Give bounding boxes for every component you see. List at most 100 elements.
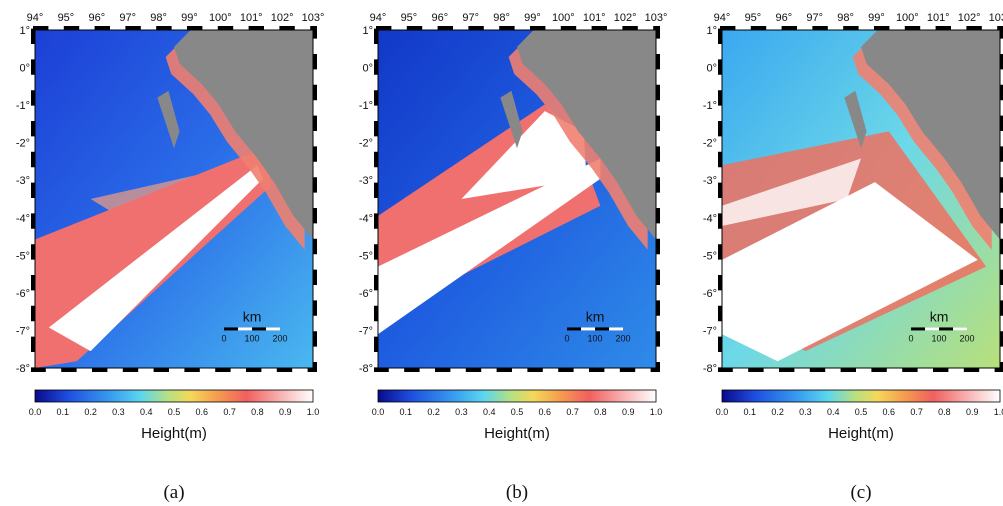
- colorbar-label: Height(m): [141, 425, 207, 442]
- island: [157, 90, 180, 149]
- lat-tick-label: -6°: [703, 288, 717, 300]
- colorbar-tick-label: 0.2: [427, 407, 440, 417]
- land: [174, 30, 313, 240]
- scale-tick-label: 200: [616, 333, 631, 343]
- island: [500, 90, 523, 149]
- island: [844, 90, 867, 149]
- lat-tick-label: -7°: [359, 325, 373, 337]
- lat-tick-label: -8°: [16, 363, 30, 375]
- colorbar: [34, 389, 314, 403]
- colorbar-tick-label: 0.6: [196, 407, 209, 417]
- lon-tick-label: 96°: [431, 12, 448, 24]
- scale-tick-label: 100: [245, 333, 260, 343]
- lon-tick-label: 103°: [645, 12, 668, 24]
- colorbar-tick-label: 0.0: [716, 407, 729, 417]
- colorbar-tick-label: 0.8: [594, 407, 607, 417]
- colorbar-tick-label: 0.9: [622, 407, 635, 417]
- lat-tick-label: -3°: [359, 175, 373, 187]
- lon-tick-label: 97°: [806, 12, 823, 24]
- lat-tick-label: -3°: [16, 175, 30, 187]
- lat-tick-label: 1°: [19, 25, 30, 37]
- wave-band: [722, 158, 861, 227]
- lon-tick-label: 94°: [27, 12, 44, 24]
- colorbar-tick-label: 0.9: [966, 407, 979, 417]
- lon-tick-label: 95°: [401, 12, 418, 24]
- colorbar-tick-label: 0.3: [455, 407, 468, 417]
- colorbar-tick-label: 0.6: [539, 407, 552, 417]
- colorbar-tick-label: 0.2: [84, 407, 97, 417]
- lon-tick-label: 102°: [958, 12, 981, 24]
- lon-tick-label: 96°: [88, 12, 105, 24]
- scale-tick-label: 200: [273, 333, 288, 343]
- lon-tick-label: 100°: [552, 12, 575, 24]
- colorbar-tick-label: 0.1: [57, 407, 70, 417]
- lat-tick-label: -5°: [16, 250, 30, 262]
- colorbar-label: Height(m): [828, 425, 894, 442]
- scale-tick-label: 0: [565, 333, 570, 343]
- lon-tick-label: 99°: [181, 12, 198, 24]
- lat-tick-label: -2°: [359, 138, 373, 150]
- wave-core: [48, 165, 263, 352]
- lat-tick-label: 0°: [706, 63, 717, 75]
- scale-tick-label: 0: [909, 333, 914, 343]
- lat-tick-label: 1°: [362, 25, 373, 37]
- lat-tick-label: -8°: [359, 363, 373, 375]
- lon-tick-label: 101°: [240, 12, 263, 24]
- colorbar-tick-label: 0.0: [372, 407, 385, 417]
- lon-tick-label: 94°: [714, 12, 731, 24]
- land: [861, 30, 1000, 240]
- scale-tick-label: 100: [932, 333, 947, 343]
- lon-tick-label: 94°: [370, 12, 387, 24]
- lat-tick-label: -3°: [703, 175, 717, 187]
- lat-tick-label: -7°: [703, 325, 717, 337]
- lat-tick-label: -2°: [703, 138, 717, 150]
- colorbar-tick-label: 0.0: [29, 407, 42, 417]
- colorbar-tick-label: 0.9: [279, 407, 292, 417]
- lon-tick-label: 95°: [58, 12, 75, 24]
- lat-tick-label: -4°: [16, 213, 30, 225]
- colorbar-tick-label: 0.4: [827, 407, 840, 417]
- frame: [34, 29, 314, 369]
- lon-tick-label: 98°: [837, 12, 854, 24]
- lon-tick-label: 99°: [868, 12, 885, 24]
- panel-label: (b): [506, 482, 528, 503]
- colorbar-tick-label: 1.0: [650, 407, 663, 417]
- colorbar-tick-label: 0.8: [938, 407, 951, 417]
- colorbar-tick-label: 0.6: [883, 407, 896, 417]
- scale-bar-seg: [609, 327, 624, 331]
- land: [517, 30, 656, 240]
- lat-tick-label: 0°: [19, 63, 30, 75]
- lat-tick-label: -4°: [359, 213, 373, 225]
- lon-tick-label: 100°: [896, 12, 919, 24]
- colorbar: [377, 389, 657, 403]
- lat-tick-label: 1°: [706, 25, 717, 37]
- frame: [721, 29, 1001, 369]
- colorbar-tick-label: 0.7: [223, 407, 236, 417]
- colorbar-tick-label: 0.5: [855, 407, 868, 417]
- colorbar-tick-label: 0.2: [771, 407, 784, 417]
- colorbar-tick-label: 1.0: [307, 407, 320, 417]
- scale-tick-label: 100: [588, 333, 603, 343]
- lon-tick-label: 101°: [927, 12, 950, 24]
- scale-tick-label: 200: [960, 333, 975, 343]
- lon-tick-label: 103°: [989, 12, 1003, 24]
- scale-bar-seg: [266, 327, 281, 331]
- map: [722, 30, 1000, 368]
- lat-tick-label: -5°: [703, 250, 717, 262]
- panel-label: (c): [850, 482, 871, 503]
- scale-tick-label: 0: [222, 333, 227, 343]
- lat-tick-label: -5°: [359, 250, 373, 262]
- lat-tick-label: -7°: [16, 325, 30, 337]
- lon-tick-label: 98°: [493, 12, 510, 24]
- lon-tick-label: 96°: [775, 12, 792, 24]
- scale-unit: km: [586, 308, 605, 324]
- lat-tick-label: -4°: [703, 213, 717, 225]
- wave-core: [461, 111, 587, 199]
- colorbar-tick-label: 0.7: [566, 407, 579, 417]
- scale-bar-seg: [953, 327, 968, 331]
- colorbar-tick-label: 0.8: [251, 407, 264, 417]
- map: [378, 30, 656, 368]
- lat-tick-label: -2°: [16, 138, 30, 150]
- lat-tick-label: -1°: [16, 100, 30, 112]
